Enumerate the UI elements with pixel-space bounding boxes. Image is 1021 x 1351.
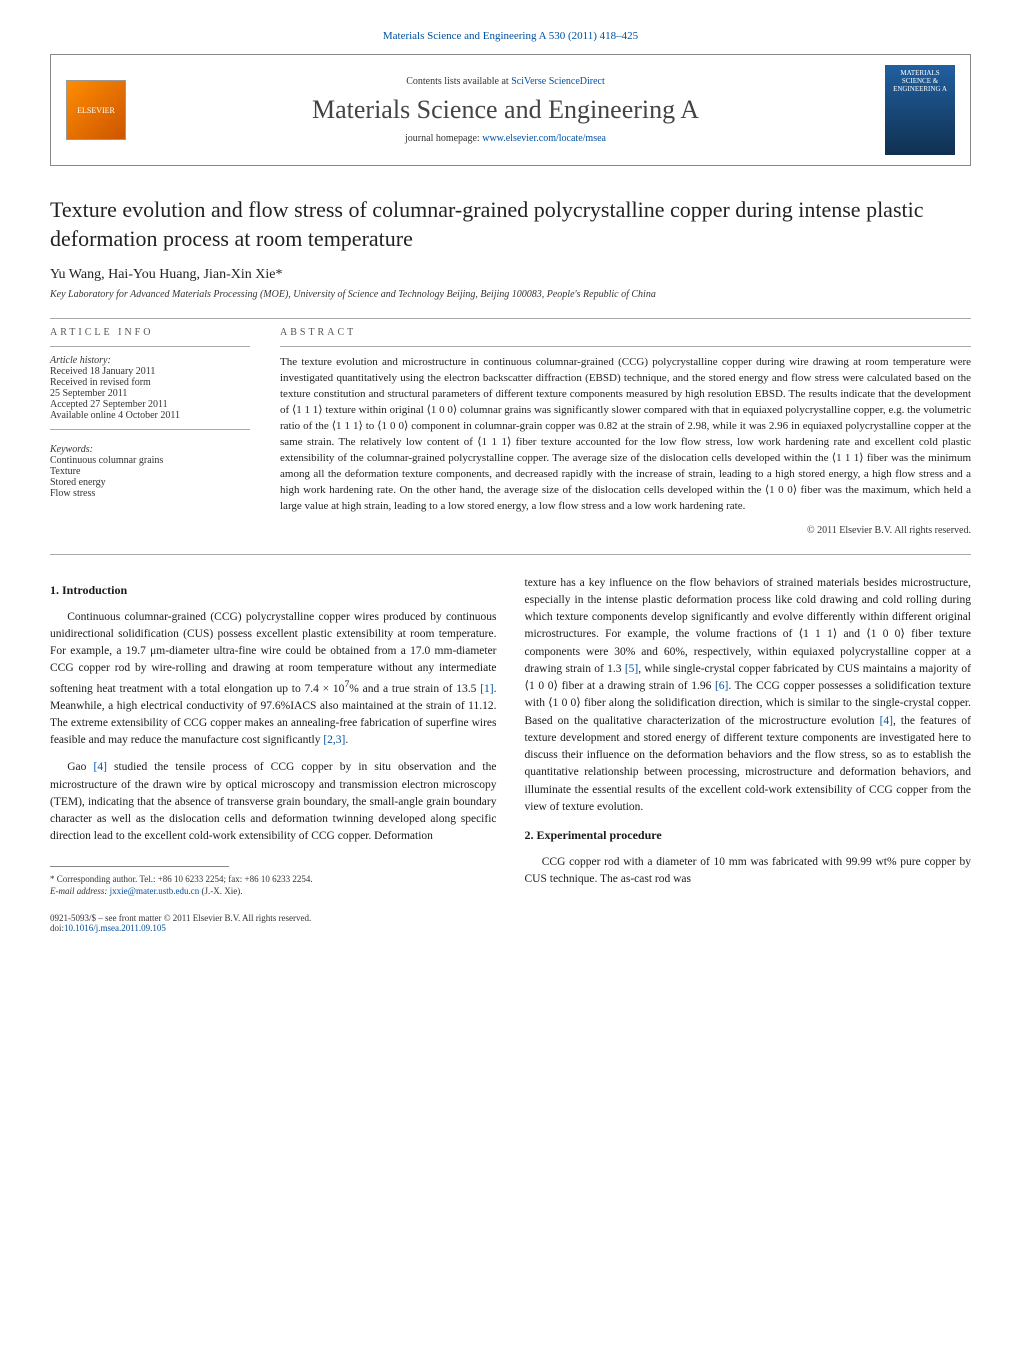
journal-ref-top: Materials Science and Engineering A 530 … [50,30,971,42]
doi-label: doi: [50,923,64,933]
doi-link[interactable]: 10.1016/j.msea.2011.09.105 [64,923,166,933]
homepage-line: journal homepage: www.elsevier.com/locat… [126,133,885,144]
sciencedirect-link[interactable]: SciVerse ScienceDirect [511,76,605,87]
divider [50,554,971,555]
keywords-label: Keywords: [50,444,250,455]
citation-link[interactable]: [1] [480,682,493,694]
doi-line: doi:10.1016/j.msea.2011.09.105 [50,923,971,933]
citation-link[interactable]: [5] [625,663,638,675]
accepted-date: Accepted 27 September 2011 [50,399,250,410]
history-label: Article history: [50,355,250,366]
corresponding-author: * Corresponding author. Tel.: +86 10 623… [50,873,497,886]
article-title: Texture evolution and flow stress of col… [50,196,971,253]
email-suffix: (J.-X. Xie). [199,886,242,896]
received-date: Received 18 January 2011 [50,366,250,377]
contents-line: Contents lists available at SciVerse Sci… [126,76,885,87]
homepage-link[interactable]: www.elsevier.com/locate/msea [482,133,606,144]
footnote: * Corresponding author. Tel.: +86 10 623… [50,873,497,898]
email-link[interactable]: jxxie@mater.ustb.edu.cn [110,886,200,896]
contents-prefix: Contents lists available at [406,76,511,87]
abstract-text: The texture evolution and microstructure… [280,355,971,514]
revised-line1: Received in revised form [50,377,250,388]
article-info-heading: article info [50,327,250,338]
divider [280,346,971,347]
keyword: Texture [50,466,250,477]
journal-cover-thumb: MATERIALS SCIENCE & ENGINEERING A [885,65,955,155]
abstract-heading: abstract [280,327,971,338]
section-1-heading: 1. Introduction [50,581,497,599]
affiliation: Key Laboratory for Advanced Materials Pr… [50,289,971,300]
journal-name: Materials Science and Engineering A [126,95,885,125]
text-run: texture has a key influence on the flow … [525,577,972,675]
text-run: studied the tensile process of CCG coppe… [50,761,497,842]
column-right: texture has a key influence on the flow … [525,575,972,899]
email-line: E-mail address: jxxie@mater.ustb.edu.cn … [50,885,497,898]
text-run: , the features of texture development an… [525,715,972,813]
meta-row: article info Article history: Received 1… [50,327,971,535]
citation-link[interactable]: [6] [715,680,728,692]
email-label: E-mail address: [50,886,110,896]
journal-header-box: ELSEVIER Contents lists available at Sci… [50,54,971,166]
keyword: Stored energy [50,477,250,488]
paragraph: texture has a key influence on the flow … [525,575,972,817]
paragraph: Gao [4] studied the tensile process of C… [50,759,497,845]
copyright-line: © 2011 Elsevier B.V. All rights reserved… [280,525,971,536]
article-info-block: article info Article history: Received 1… [50,327,250,535]
bottom-meta: 0921-5093/$ – see front matter © 2011 El… [50,913,971,933]
divider [50,318,971,319]
header-center: Contents lists available at SciVerse Sci… [126,76,885,144]
online-date: Available online 4 October 2011 [50,410,250,421]
paragraph: CCG copper rod with a diameter of 10 mm … [525,854,972,889]
citation-link[interactable]: [4] [93,761,106,773]
footnote-separator [50,866,229,867]
paragraph: Continuous columnar-grained (CCG) polycr… [50,609,497,750]
text-run: . [345,734,348,746]
text-run: % and a true strain of 13.5 [349,682,480,694]
abstract-block: abstract The texture evolution and micro… [280,327,971,535]
body-columns: 1. Introduction Continuous columnar-grai… [50,575,971,899]
keyword: Flow stress [50,488,250,499]
citation-link[interactable]: [2,3] [323,734,345,746]
keyword: Continuous columnar grains [50,455,250,466]
column-left: 1. Introduction Continuous columnar-grai… [50,575,497,899]
divider [50,429,250,430]
text-run: Gao [67,761,93,773]
divider [50,346,250,347]
section-2-heading: 2. Experimental procedure [525,826,972,844]
authors: Yu Wang, Hai-You Huang, Jian-Xin Xie* [50,267,971,283]
citation-link[interactable]: [4] [880,715,893,727]
issn-line: 0921-5093/$ – see front matter © 2011 El… [50,913,971,923]
homepage-prefix: journal homepage: [405,133,482,144]
elsevier-logo: ELSEVIER [66,80,126,140]
revised-line2: 25 September 2011 [50,388,250,399]
